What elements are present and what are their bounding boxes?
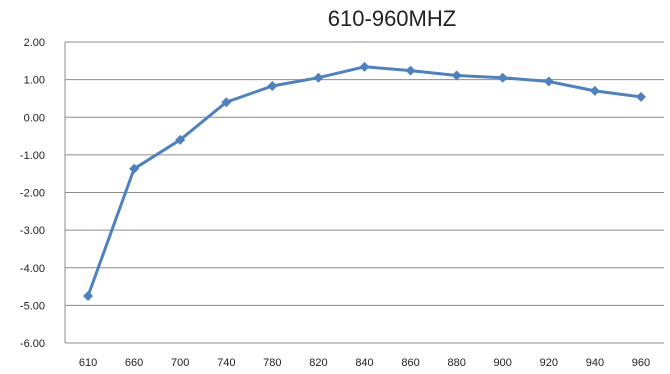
x-tick-label: 700 (171, 357, 189, 369)
data-point-marker (221, 97, 232, 108)
y-tick-label: -5.00 (20, 300, 45, 312)
x-tick-label: 900 (494, 357, 512, 369)
data-point-marker (635, 91, 646, 102)
y-tick-label: 0.00 (24, 112, 45, 124)
data-point-marker (405, 65, 416, 76)
x-tick-label: 920 (540, 357, 558, 369)
y-tick-label: 1.00 (24, 75, 45, 87)
y-tick-label: -6.00 (20, 338, 45, 350)
data-point-marker (267, 81, 278, 92)
y-tick-label: -4.00 (20, 263, 45, 275)
data-point-marker (451, 70, 462, 81)
series-layer (83, 61, 646, 301)
y-tick-label: -2.00 (20, 188, 45, 200)
data-point-marker (589, 85, 600, 96)
y-tick-label: -3.00 (20, 225, 45, 237)
x-tick-label: 860 (401, 357, 419, 369)
x-tick-label: 660 (125, 357, 143, 369)
y-tick-label: 2.00 (24, 37, 45, 49)
series-line (86, 65, 642, 297)
data-point-marker (359, 61, 370, 72)
gridlines (64, 41, 664, 344)
data-point-marker (129, 163, 140, 174)
data-point-marker (543, 76, 554, 87)
chart-title: 610-960MHZ (328, 6, 456, 31)
data-point-marker (497, 72, 508, 83)
x-tick-label: 960 (632, 357, 650, 369)
x-tick-label: 840 (355, 357, 373, 369)
data-point-marker (313, 72, 324, 83)
x-tick-label: 940 (586, 357, 604, 369)
x-tick-label: 610 (79, 357, 97, 369)
x-tick-label: 740 (217, 357, 235, 369)
y-axis-tick-labels: 2.00 1.00 0.00 -1.00 -2.00 -3.00 -4.00 -5.00 -6.… (20, 37, 45, 350)
x-axis-tick-labels: 610 660 700 740 780 820 840 860 880 900 920 940 960 (79, 357, 650, 369)
y-tick-label: -1.00 (20, 150, 45, 162)
x-tick-label: 820 (309, 357, 327, 369)
data-point-marker (175, 134, 186, 145)
x-tick-label: 780 (263, 357, 281, 369)
data-point-marker (83, 290, 94, 301)
x-tick-label: 880 (447, 357, 465, 369)
